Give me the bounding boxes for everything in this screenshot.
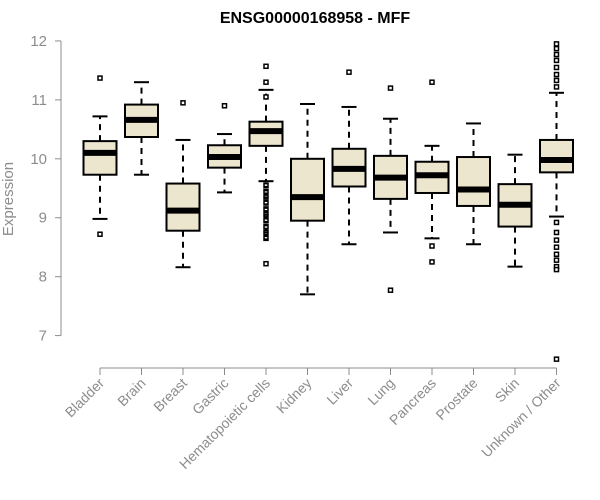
outlier-point	[553, 237, 560, 243]
box-group	[290, 103, 325, 296]
box-group	[539, 41, 574, 362]
outlier-point	[429, 79, 435, 85]
y-axis-label: Expression	[0, 162, 17, 236]
outlier-point	[553, 229, 560, 236]
box-group	[331, 69, 367, 246]
x-tick-label: Kidney	[273, 375, 315, 417]
outlier-point	[429, 243, 435, 249]
box-iqr	[539, 138, 574, 174]
outlier-point	[97, 231, 103, 237]
outlier-point	[263, 79, 269, 85]
outlier-point	[553, 257, 560, 263]
y-tick-label: 12	[30, 33, 47, 50]
box-group	[124, 81, 159, 176]
outlier-point	[553, 356, 560, 362]
x-tick-label: Breast	[150, 375, 190, 415]
box-group	[248, 63, 284, 267]
x-tick-label: Brain	[114, 375, 148, 409]
box-group	[207, 103, 242, 194]
outlier-point	[553, 71, 560, 78]
box-group	[456, 122, 491, 246]
box-iqr	[82, 140, 118, 176]
outlier-point	[221, 103, 228, 109]
outlier-point	[387, 85, 394, 91]
y-tick-label: 10	[30, 151, 47, 168]
box-group	[414, 79, 450, 265]
outlier-point	[180, 100, 186, 106]
outlier-point	[553, 84, 560, 90]
outlier-point	[553, 45, 560, 52]
outlier-point	[553, 57, 560, 64]
outlier-point	[553, 77, 560, 84]
y-tick-label: 9	[39, 210, 47, 227]
outlier-point	[553, 219, 560, 226]
y-tick-label: 8	[39, 269, 47, 286]
outlier-point	[97, 75, 103, 81]
box-group	[373, 85, 408, 293]
x-tick-label: Prostate	[432, 375, 480, 423]
outlier-point	[429, 259, 435, 265]
x-tick-label: Bladder	[62, 375, 108, 421]
outlier-point	[553, 51, 560, 58]
box-group	[165, 100, 201, 269]
box-iqr	[456, 156, 491, 207]
outlier-point	[346, 69, 352, 75]
x-tick-label: Skin	[492, 375, 523, 406]
box-iqr	[290, 157, 325, 222]
outlier-point	[387, 287, 394, 293]
chart-title: ENSG00000168958 - MFF	[220, 10, 411, 27]
y-tick-label: 7	[39, 328, 47, 345]
outlier-point	[263, 63, 269, 70]
x-tick-label: Liver	[323, 375, 356, 408]
x-tick-label: Unknown / Other	[478, 375, 564, 461]
x-tick-label: Lung	[364, 375, 397, 408]
outlier-point	[553, 251, 560, 258]
outlier-point	[263, 260, 269, 267]
box-group	[497, 153, 533, 268]
y-tick-label: 11	[31, 92, 47, 109]
box-group	[82, 75, 118, 237]
outlier-point	[263, 94, 269, 100]
box-iqr	[165, 182, 201, 232]
outlier-point	[553, 41, 560, 47]
outlier-point	[553, 64, 560, 71]
outlier-point	[553, 266, 560, 273]
axis-layer: 7 8 9 10 11 12	[30, 33, 557, 375]
plot-layer	[82, 41, 574, 362]
outlier-point	[553, 244, 560, 250]
